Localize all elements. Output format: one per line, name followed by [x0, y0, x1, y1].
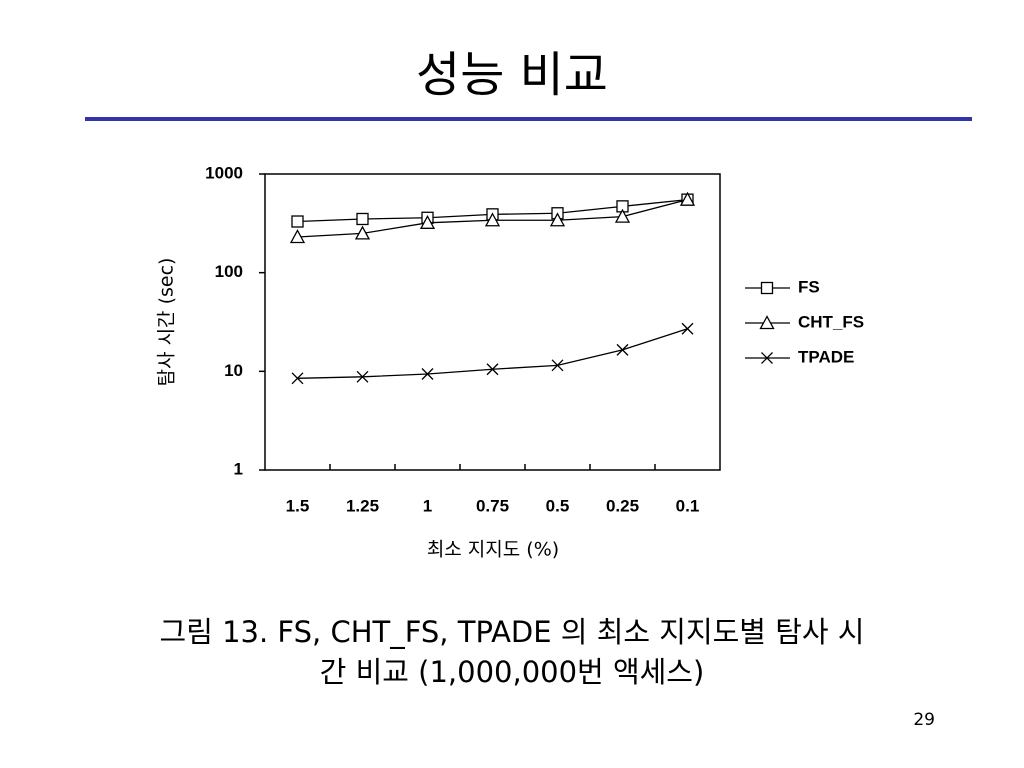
x-tick-label: 1 [423, 496, 432, 515]
point [291, 215, 304, 228]
legend-label: CHT_FS [798, 312, 864, 331]
page-number: 29 [913, 710, 935, 730]
x-tick-label: 0.1 [676, 496, 700, 515]
point [421, 368, 434, 380]
point [354, 225, 371, 240]
caption-line: 그림 13. FS, CHT_FS, TPADE 의 최소 지지도별 탐사 시 [160, 615, 865, 649]
x-tick-label: 0.25 [606, 496, 639, 515]
slide-title: 성능 비교 [416, 47, 608, 103]
point [356, 370, 369, 383]
caption-line: 간 비교 (1,000,000번 액세스) [320, 655, 705, 689]
title-rule [85, 117, 972, 121]
y-tick-label: 100 [215, 262, 243, 281]
y-tick-label: 10 [224, 361, 243, 380]
point [760, 281, 774, 295]
point [614, 208, 631, 223]
point [486, 363, 499, 376]
point [549, 212, 566, 227]
x-tick-label: 1.25 [346, 496, 379, 515]
legend-label: TPADE [798, 347, 854, 366]
y-axis-label: 탐사 시간 (sec) [156, 258, 178, 387]
legend-label: FS [798, 277, 820, 296]
x-tick-label: 0.75 [476, 496, 509, 515]
point [679, 191, 696, 206]
point [484, 212, 501, 227]
point [289, 229, 306, 244]
point [616, 343, 629, 356]
point [681, 322, 694, 335]
point [419, 214, 436, 229]
series-line [297, 328, 688, 379]
point [759, 315, 775, 330]
plot-frame [264, 173, 721, 471]
point [551, 359, 564, 372]
y-tick-label: 1000 [205, 163, 243, 182]
x-axis-label: 최소 지지도 (%) [427, 539, 559, 561]
point [761, 352, 773, 364]
x-tick-label: 1.5 [286, 496, 310, 515]
y-tick-label: 1 [234, 459, 243, 478]
point [356, 212, 369, 226]
x-tick-label: 0.5 [546, 496, 570, 515]
point [291, 372, 304, 385]
